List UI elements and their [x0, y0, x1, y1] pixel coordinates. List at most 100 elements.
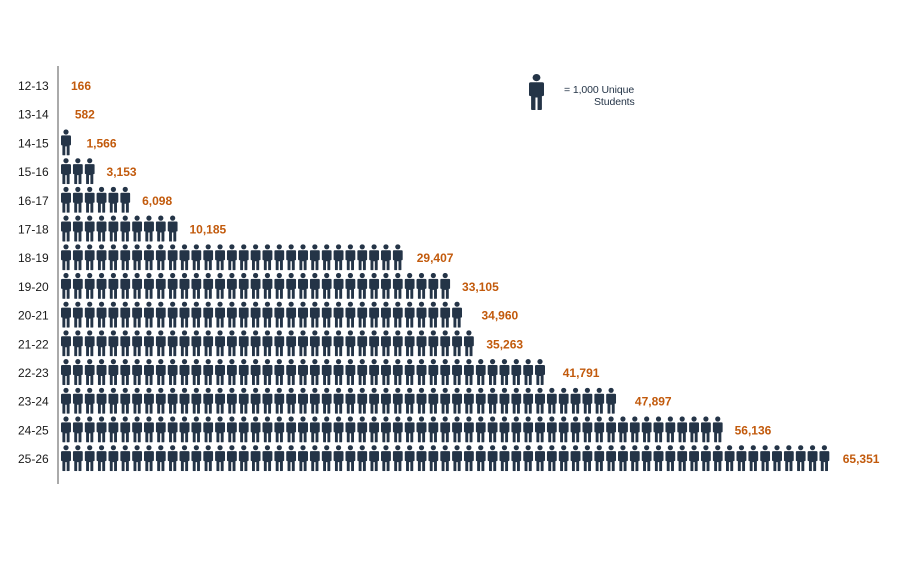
person-icon — [594, 445, 605, 472]
person-icon — [535, 359, 545, 385]
person-icon — [380, 359, 391, 385]
person-icon — [369, 387, 380, 414]
person-icon — [345, 359, 356, 385]
person-icon — [191, 416, 202, 443]
person-icon — [665, 445, 676, 472]
person-icon — [120, 215, 131, 242]
person-icon — [428, 301, 439, 328]
person-icon — [321, 359, 332, 385]
person-icon — [84, 158, 95, 185]
person-icon — [143, 416, 154, 443]
person-icon — [321, 387, 332, 414]
person-icon — [120, 186, 131, 213]
person-icon — [309, 445, 320, 472]
person-icon — [392, 416, 403, 443]
person-icon — [582, 416, 593, 443]
person-icon — [369, 330, 380, 357]
person-icon — [84, 215, 95, 242]
person-icon — [309, 416, 320, 443]
person-icon — [61, 416, 71, 443]
category-label: 23-24 — [18, 395, 49, 409]
person-icon — [61, 244, 71, 271]
person-icon — [558, 445, 569, 472]
chart-row-17-18: 17-18 10,185 — [18, 215, 227, 242]
person-icon — [250, 445, 261, 472]
category-label: 19-20 — [18, 280, 49, 294]
value-label: 3,153 — [107, 165, 137, 179]
person-icon — [333, 387, 344, 414]
person-icon — [298, 244, 308, 271]
person-icon — [61, 387, 71, 414]
person-icon — [167, 215, 178, 242]
category-label: 17-18 — [18, 223, 49, 237]
person-icon — [215, 445, 226, 472]
person-icon — [72, 215, 83, 242]
person-icon — [143, 244, 154, 271]
value-label: 35,263 — [486, 337, 523, 351]
chart-row-19-20: 19-20 33,105 — [18, 272, 499, 299]
person-icon — [475, 445, 486, 472]
person-icon — [238, 387, 249, 414]
person-icon — [546, 416, 557, 443]
person-icon — [72, 186, 83, 213]
person-icon — [179, 272, 190, 299]
person-icon — [309, 301, 320, 328]
person-icon — [84, 186, 95, 213]
category-label: 16-17 — [18, 194, 49, 208]
partial-person-icon — [831, 445, 835, 472]
person-icon — [120, 387, 131, 414]
person-icon — [357, 272, 368, 299]
partial-person-icon — [72, 129, 79, 156]
person-icon — [250, 359, 261, 385]
person-icon — [226, 416, 237, 443]
person-icon — [529, 74, 544, 110]
person-icon — [463, 416, 474, 443]
person-icon — [369, 359, 380, 385]
person-icon — [108, 244, 119, 271]
person-icon — [250, 272, 261, 299]
person-icon — [416, 301, 427, 328]
person-icon — [215, 387, 226, 414]
person-icon — [309, 330, 320, 357]
person-icon — [96, 186, 107, 213]
person-icon — [61, 272, 71, 299]
person-icon — [416, 445, 427, 472]
person-icon — [96, 330, 107, 357]
person-icon — [499, 359, 510, 385]
partial-person-icon — [475, 330, 479, 357]
person-icon — [96, 387, 107, 414]
person-icon — [96, 244, 107, 271]
person-icon — [120, 359, 131, 385]
person-icon — [262, 445, 273, 472]
person-icon — [274, 330, 285, 357]
person-icon — [132, 244, 143, 271]
person-icon — [143, 359, 154, 385]
person-icon — [108, 215, 119, 242]
person-icon — [84, 416, 95, 443]
partial-person-icon — [463, 301, 474, 328]
person-icon — [286, 387, 297, 414]
person-icon — [61, 301, 71, 328]
person-icon — [61, 215, 71, 242]
value-label: 65,351 — [843, 452, 880, 466]
person-icon — [274, 272, 285, 299]
chart-row-13-14: 13-14 582 — [18, 100, 95, 127]
person-icon — [262, 359, 273, 385]
person-icon — [167, 301, 178, 328]
person-icon — [452, 330, 463, 357]
person-icon — [807, 445, 818, 472]
person-icon — [120, 416, 131, 443]
person-icon — [298, 416, 308, 443]
value-label: 1,566 — [87, 136, 117, 150]
person-icon — [191, 301, 202, 328]
person-icon — [250, 387, 261, 414]
person-icon — [155, 301, 166, 328]
person-icon — [155, 359, 166, 385]
person-icon — [369, 244, 380, 271]
person-icon — [321, 272, 332, 299]
value-label: 166 — [71, 79, 91, 93]
person-icon — [191, 359, 202, 385]
person-icon — [298, 330, 308, 357]
person-icon — [392, 359, 403, 385]
person-icon — [179, 416, 190, 443]
